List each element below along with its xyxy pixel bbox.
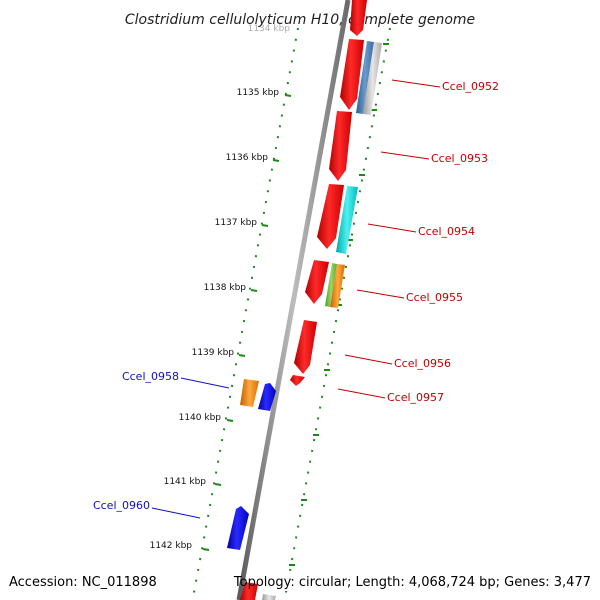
kbp-tick-mark bbox=[284, 94, 292, 97]
kbp-tick-label: 1137 kbp bbox=[215, 218, 258, 228]
kbp-tick-mark bbox=[226, 419, 234, 422]
feature-block[interactable] bbox=[336, 186, 358, 254]
gene-arrow[interactable] bbox=[240, 582, 258, 600]
kbp-tick-mark bbox=[238, 354, 246, 357]
forward-genes bbox=[240, 0, 367, 600]
kbp-tick-mark bbox=[202, 548, 210, 551]
feature-block[interactable] bbox=[330, 264, 345, 308]
feature-block[interactable] bbox=[262, 594, 276, 600]
kbp-tick-label: 1135 kbp bbox=[237, 88, 280, 98]
gene-arrow[interactable] bbox=[329, 111, 352, 181]
accession-text: Accession: NC_011898 bbox=[9, 575, 157, 590]
gene-label-ccel-0953[interactable]: Ccel_0953 bbox=[431, 152, 488, 165]
kbp-tick-mark bbox=[261, 224, 269, 227]
feature-block[interactable] bbox=[356, 41, 374, 114]
genome-title: Clostridium cellulolyticum H10, complete… bbox=[125, 12, 475, 28]
kbp-tick-mark bbox=[250, 289, 258, 292]
kbp-tick-mark bbox=[272, 159, 280, 162]
gene-label-ccel-0954[interactable]: Ccel_0954 bbox=[418, 225, 475, 238]
footer-backdrop-right bbox=[258, 571, 595, 591]
topology-text: Topology: circular; Length: 4,068,724 bp… bbox=[233, 575, 591, 590]
kbp-tick-label: 1136 kbp bbox=[226, 153, 269, 163]
kbp-tick-label: 1140 kbp bbox=[179, 413, 222, 423]
genome-backbone bbox=[236, 0, 351, 600]
gene-arrow[interactable] bbox=[290, 375, 305, 386]
gene-arrow[interactable] bbox=[227, 506, 249, 550]
kbp-tick-label: 1141 kbp bbox=[164, 477, 207, 487]
gene-arrow[interactable] bbox=[305, 260, 329, 304]
kbp-axis: 1134 kbp 1135 kbp 1136 kbp 1137 kbp 1138… bbox=[150, 24, 292, 551]
feature-block[interactable] bbox=[363, 42, 382, 115]
reverse-genes bbox=[227, 379, 276, 550]
kbp-tick-label: 1139 kbp bbox=[192, 348, 235, 358]
gene-label-ccel-0955[interactable]: Ccel_0955 bbox=[406, 291, 463, 304]
gene-arrow[interactable] bbox=[350, 0, 367, 36]
kbp-tick-label: 1134 kbp bbox=[248, 24, 291, 34]
kbp-tick-label: 1138 kbp bbox=[204, 283, 247, 293]
gene-label-ccel-0956[interactable]: Ccel_0956 bbox=[394, 357, 451, 370]
gene-label-ccel-0957[interactable]: Ccel_0957 bbox=[387, 391, 444, 404]
kbp-tick-mark bbox=[214, 483, 222, 486]
gene-label-ccel-0958[interactable]: Ccel_0958 bbox=[122, 370, 179, 383]
gene-arrow[interactable] bbox=[340, 39, 364, 110]
gene-arrow[interactable] bbox=[258, 383, 276, 411]
gene-arrow[interactable] bbox=[317, 184, 344, 249]
gene-arrow[interactable] bbox=[294, 320, 317, 374]
footer-backdrop-left bbox=[5, 571, 177, 591]
kbp-tick-label: 1142 kbp bbox=[150, 541, 193, 551]
gene-label-ccel-0960[interactable]: Ccel_0960 bbox=[93, 499, 150, 512]
feature-block[interactable] bbox=[325, 263, 337, 307]
leader-lines bbox=[151, 79, 441, 519]
feature-block[interactable] bbox=[240, 379, 259, 407]
gene-label-ccel-0952[interactable]: Ccel_0952 bbox=[442, 80, 499, 93]
feature-blocks bbox=[262, 41, 382, 600]
